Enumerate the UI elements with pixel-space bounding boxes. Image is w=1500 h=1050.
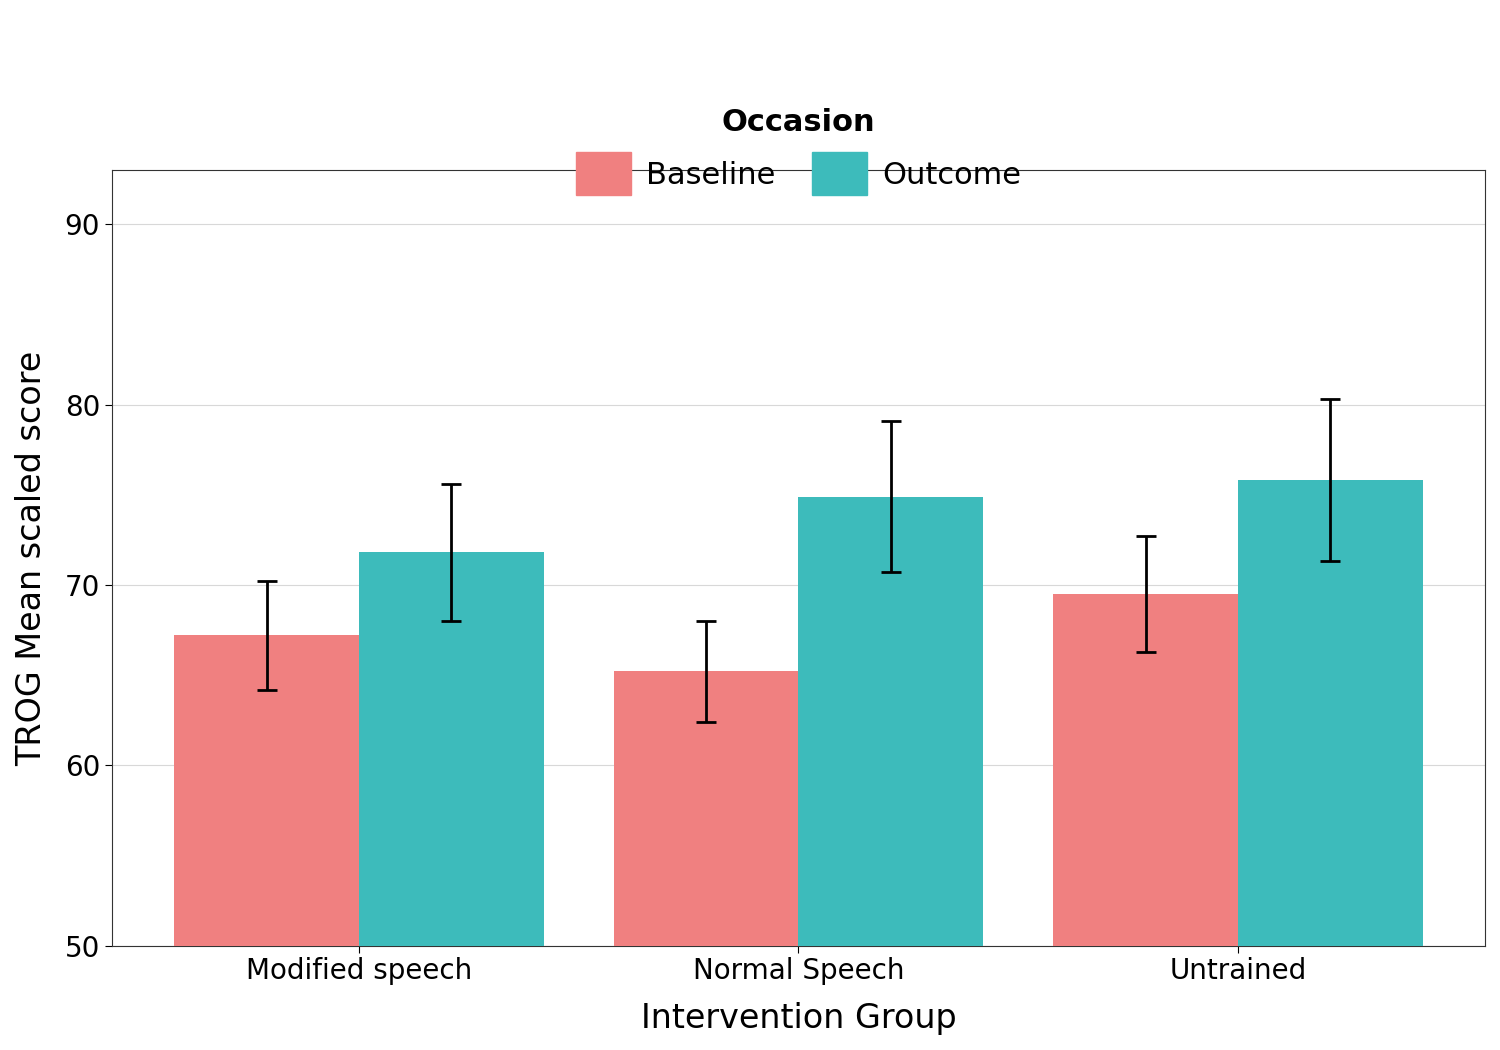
Bar: [174, 635, 358, 946]
X-axis label: Intervention Group: Intervention Group: [640, 1002, 957, 1035]
Bar: [798, 497, 982, 946]
Legend: Baseline, Outcome: Baseline, Outcome: [561, 92, 1036, 211]
Bar: [614, 671, 798, 946]
Y-axis label: TROG Mean scaled score: TROG Mean scaled score: [15, 351, 48, 765]
Bar: [358, 552, 543, 946]
Bar: [1053, 594, 1238, 946]
Bar: [1238, 480, 1422, 946]
